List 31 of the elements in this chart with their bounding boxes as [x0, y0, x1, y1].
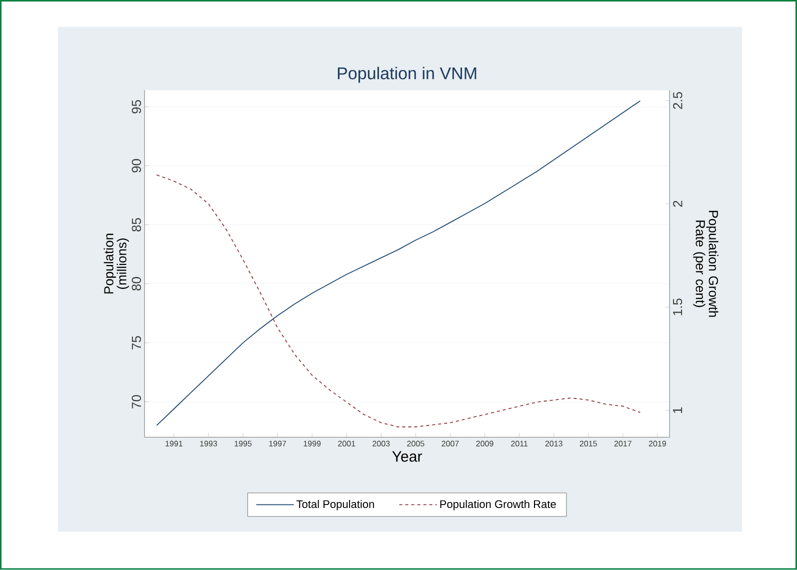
x-tick-label: 2013 [545, 440, 562, 447]
y2-tick-label: 2.5 [673, 92, 682, 110]
x-tick-label: 2011 [511, 440, 528, 447]
legend-label: Population Growth Rate [440, 500, 556, 510]
x-tick-label: 1993 [200, 440, 218, 447]
y-tick-label: 95 [132, 100, 142, 114]
x-tick-label: 2001 [338, 440, 356, 447]
y-tick-label: 90 [132, 159, 142, 173]
y2-tick-label: 2 [673, 201, 682, 207]
y-tick-label: 85 [132, 218, 142, 232]
x-tick-label: 2015 [580, 440, 597, 447]
x-tick-label: 2019 [648, 440, 666, 447]
y-axis-title: Population (millions) [104, 234, 129, 294]
y2-tick-label: 1 [673, 408, 682, 414]
x-tick-label: 1991 [166, 440, 182, 447]
x-tick-label: 2017 [614, 440, 632, 447]
x-tick-label: 2009 [476, 440, 494, 447]
y-tick-label: 70 [132, 395, 142, 409]
chart-title: Population in VNM [338, 66, 476, 83]
x-tick-label: 2007 [442, 440, 459, 447]
x-tick-label: 2005 [407, 440, 424, 447]
x-tick-label: 1999 [304, 440, 321, 447]
x-tick-label: 1997 [269, 440, 286, 447]
y2-axis-title: Population Growth Rate (per cent) [693, 210, 718, 317]
x-axis-title: Year [392, 451, 422, 462]
legend-label: Total Population [296, 500, 374, 510]
y-tick-label: 80 [132, 277, 142, 291]
y-tick-label: 75 [132, 336, 142, 350]
y2-tick-label: 1.5 [673, 298, 682, 316]
x-tick-label: 1995 [234, 440, 252, 447]
x-tick-label: 2003 [372, 440, 390, 447]
